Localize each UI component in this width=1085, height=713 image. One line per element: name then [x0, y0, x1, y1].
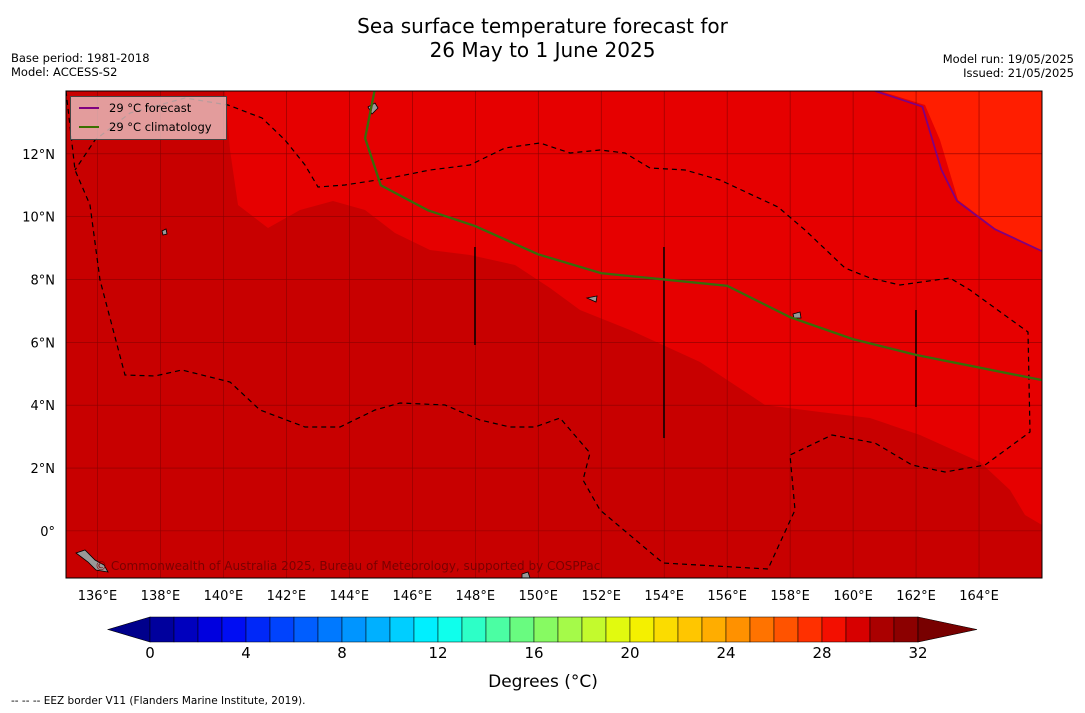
base-period-text: Base period: 1981-2018	[11, 51, 150, 65]
x-tick-label: 150°E	[518, 589, 558, 604]
plot-frame	[65, 90, 1043, 579]
colorbar-extend-high	[917, 616, 978, 643]
copyright-text: © Commonwealth of Australia 2025, Bureau…	[95, 559, 600, 573]
colorbar-cell	[269, 616, 295, 643]
colorbar-tick-label: 32	[908, 644, 927, 662]
x-tick-label: 156°E	[707, 589, 747, 604]
colorbar-tick-label: 24	[716, 644, 735, 662]
x-tick-label: 138°E	[141, 589, 181, 604]
colorbar-tick-label: 20	[620, 644, 639, 662]
y-tick-label: 4°N	[31, 399, 56, 414]
colorbar-cell	[677, 616, 703, 643]
colorbar-tick-label: 4	[241, 644, 251, 662]
colorbar-cell	[533, 616, 559, 643]
colorbar-tick-label: 0	[145, 644, 155, 662]
colorbar-cell	[509, 616, 535, 643]
legend-label-climatology: 29 °C climatology	[109, 120, 212, 134]
y-tick-label: 8°N	[31, 274, 56, 289]
colorbar-cell	[845, 616, 871, 643]
eez-palau-border	[66, 91, 1031, 570]
colorbar-cell	[389, 616, 415, 643]
colorbar-tick-label: 28	[812, 644, 831, 662]
x-tick-label: 154°E	[644, 589, 684, 604]
colorbar-cell	[173, 616, 199, 643]
colorbar-cell	[821, 616, 847, 643]
y-tick-label: 2°N	[31, 462, 56, 477]
pohnpei-island	[792, 311, 802, 319]
colorbar-tick-label: 12	[428, 644, 447, 662]
x-tick-label: 136°E	[78, 589, 118, 604]
legend-item-forecast: 29 °C forecast	[79, 100, 191, 116]
colorbar-cell	[437, 616, 463, 643]
y-tick-label: 12°N	[22, 148, 55, 163]
yap-island	[161, 228, 168, 236]
eez-footnote: -- -- -- EEZ border V11 (Flanders Marine…	[11, 695, 306, 707]
colorbar-cell	[893, 616, 919, 643]
climatology-isotherm-line	[363, 91, 1042, 382]
colorbar-cell	[605, 616, 631, 643]
colorbar-cell	[149, 616, 175, 643]
title-line-2: 26 May to 1 June 2025	[429, 38, 656, 62]
x-tick-label: 144°E	[330, 589, 370, 604]
x-tick-label: 146°E	[393, 589, 433, 604]
model-text: Model: ACCESS-S2	[11, 65, 118, 79]
x-tick-label: 162°E	[896, 589, 936, 604]
x-tick-label: 152°E	[581, 589, 621, 604]
issued-text: Issued: 21/05/2025	[963, 66, 1074, 80]
colorbar-tick-label: 16	[524, 644, 543, 662]
colorbar-cell	[557, 616, 583, 643]
colorbar	[106, 616, 978, 643]
x-tick-label: 164°E	[959, 589, 999, 604]
colorbar-cell	[293, 616, 319, 643]
hot-region	[880, 91, 1042, 252]
model-run-text: Model run: 19/05/2025	[942, 52, 1074, 66]
colorbar-cell	[461, 616, 487, 643]
legend: 29 °C forecast 29 °C climatology	[70, 96, 227, 140]
x-tick-label: 142°E	[267, 589, 307, 604]
colorbar-cell	[485, 616, 511, 643]
colorbar-cell	[749, 616, 775, 643]
run-info: Model run: 19/05/2025 Issued: 21/05/2025	[943, 52, 1074, 80]
y-tick-label: 6°N	[31, 336, 56, 351]
y-tick-label: 10°N	[22, 211, 55, 226]
y-tick-label: 0°	[40, 525, 55, 540]
colorbar-cell	[245, 616, 271, 643]
colorbar-cell	[629, 616, 655, 643]
colorbar-cell	[773, 616, 799, 643]
colorbar-cell	[341, 616, 367, 643]
colorbar-extend-low	[106, 616, 151, 643]
bismarck-islet	[521, 571, 531, 578]
forecast-isotherm-line-east	[874, 91, 1042, 253]
colorbar-cell	[797, 616, 823, 643]
colorbar-cell	[701, 616, 727, 643]
colorbar-cell	[197, 616, 223, 643]
title-line-1: Sea surface temperature forecast for	[357, 14, 728, 38]
colorbar-label: Degrees (°C)	[488, 672, 598, 692]
colorbar-cell	[317, 616, 343, 643]
climatology-line-swatch	[79, 126, 99, 128]
chart-title: Sea surface temperature forecast for 26 …	[0, 14, 1085, 62]
x-tick-label: 160°E	[833, 589, 873, 604]
chuuk-island	[585, 295, 598, 303]
forecast-line-swatch	[79, 107, 99, 109]
x-tick-label: 140°E	[204, 589, 244, 604]
legend-label-forecast: 29 °C forecast	[109, 101, 192, 115]
colorbar-tick-label: 8	[337, 644, 347, 662]
model-info: Base period: 1981-2018 Model: ACCESS-S2	[11, 51, 150, 79]
colorbar-cell	[413, 616, 439, 643]
x-tick-label: 148°E	[456, 589, 496, 604]
colorbar-cell	[581, 616, 607, 643]
colorbar-cell	[221, 616, 247, 643]
colorbar-cell	[653, 616, 679, 643]
eez-border	[66, 91, 1031, 570]
new-guinea-coast	[75, 549, 109, 573]
cool-region	[66, 91, 1042, 578]
x-tick-label: 158°E	[770, 589, 810, 604]
colorbar-cell	[869, 616, 895, 643]
colorbar-cell	[365, 616, 391, 643]
legend-item-climatology: 29 °C climatology	[79, 119, 212, 135]
colorbar-cell	[725, 616, 751, 643]
